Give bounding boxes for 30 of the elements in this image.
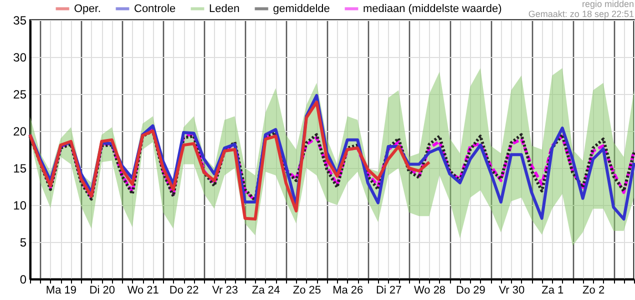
y-tick-label: 10 xyxy=(13,198,27,212)
text: regio midden xyxy=(582,0,634,9)
legend-label: mediaan (middelste waarde) xyxy=(363,2,502,15)
x-tick-label: Di 20 xyxy=(89,284,116,296)
x-tick-label: Za 24 xyxy=(252,284,280,296)
legend-label: Controle xyxy=(134,2,176,15)
x-tick-label: Wo 21 xyxy=(127,284,159,296)
x-tick-label: Wo 28 xyxy=(414,284,446,296)
x-tick-label: Do 22 xyxy=(169,284,199,296)
x-tick-label: Zo 25 xyxy=(292,284,321,296)
x-tick-label: Vr 23 xyxy=(212,284,238,296)
x-tick-label: Do 29 xyxy=(456,284,486,296)
y-tick-label: 0 xyxy=(20,272,27,286)
y-tick-label: 25 xyxy=(13,88,27,102)
line-series xyxy=(28,100,431,221)
text: Gemaakt: zo 18 sep 22:51 xyxy=(528,9,634,19)
legend-label: Oper. xyxy=(74,2,101,15)
legend-label: gemiddelde xyxy=(273,2,330,15)
y-tick-label: 30 xyxy=(13,50,27,64)
x-tick-label: Ma 19 xyxy=(46,284,76,296)
x-tick-label: Di 27 xyxy=(376,284,402,296)
y-tick-label: 35 xyxy=(13,14,27,28)
legend-label: Leden xyxy=(209,2,240,15)
x-tick-label: Ma 26 xyxy=(332,284,364,296)
y-tick-label: 20 xyxy=(13,124,27,138)
y-tick-label: 15 xyxy=(13,162,27,176)
x-tick-label: Vr 30 xyxy=(498,284,525,296)
x-tick-label: Za 1 xyxy=(542,284,564,296)
x-tick-label: Zo 2 xyxy=(582,284,605,296)
y-tick-label: 5 xyxy=(20,236,27,250)
